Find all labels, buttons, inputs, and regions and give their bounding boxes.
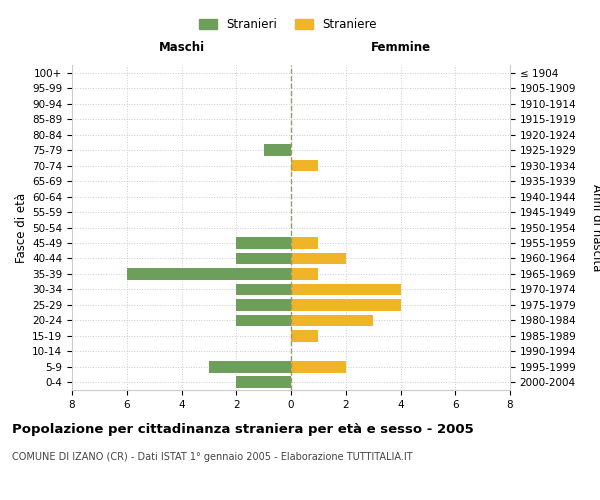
Text: COMUNE DI IZANO (CR) - Dati ISTAT 1° gennaio 2005 - Elaborazione TUTTITALIA.IT: COMUNE DI IZANO (CR) - Dati ISTAT 1° gen…: [12, 452, 413, 462]
Bar: [127, 268, 291, 280]
Bar: [291, 284, 401, 295]
Y-axis label: Fasce di età: Fasce di età: [15, 192, 28, 262]
Bar: [291, 268, 319, 280]
Bar: [291, 330, 319, 342]
Bar: [291, 237, 319, 249]
Y-axis label: Anni di nascita: Anni di nascita: [590, 184, 600, 271]
Bar: [236, 284, 291, 295]
Text: Femmine: Femmine: [370, 41, 431, 54]
Bar: [291, 314, 373, 326]
Bar: [291, 361, 346, 372]
Bar: [236, 237, 291, 249]
Bar: [291, 160, 319, 172]
Bar: [236, 376, 291, 388]
Bar: [236, 252, 291, 264]
Bar: [236, 299, 291, 310]
Bar: [209, 361, 291, 372]
Bar: [291, 252, 346, 264]
Legend: Stranieri, Straniere: Stranieri, Straniere: [194, 14, 382, 36]
Text: Maschi: Maschi: [158, 41, 205, 54]
Text: Popolazione per cittadinanza straniera per età e sesso - 2005: Popolazione per cittadinanza straniera p…: [12, 422, 474, 436]
Bar: [236, 314, 291, 326]
Bar: [291, 299, 401, 310]
Bar: [263, 144, 291, 156]
